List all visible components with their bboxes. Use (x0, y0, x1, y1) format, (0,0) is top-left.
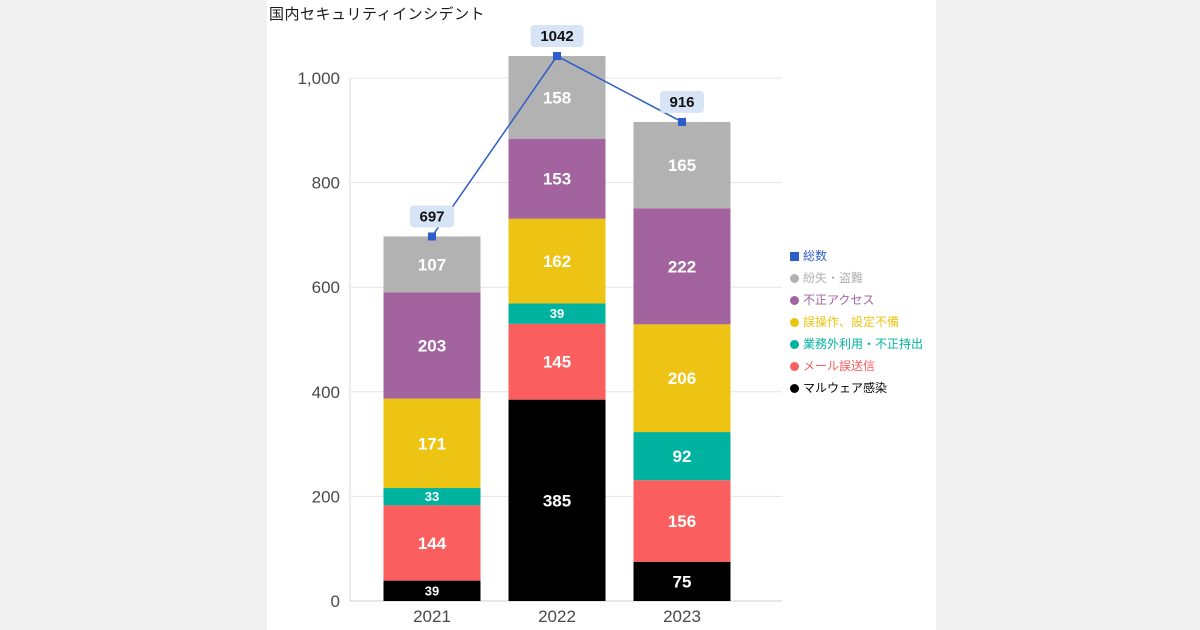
bar-segment[interactable] (633, 324, 731, 433)
bar-segment[interactable] (508, 303, 606, 324)
legend-label: マルウェア感染 (803, 381, 888, 395)
total-label-badge (410, 205, 454, 228)
legend: 総数紛失・盗難不正アクセス誤操作、設定不備業務外利用・不正持出 メール誤送信 マルウ… (790, 250, 923, 395)
bar-value-label: 222 (668, 257, 696, 276)
bar-value-label: 144 (418, 534, 447, 553)
y-tick-label: 200 (312, 487, 340, 506)
bar-segment[interactable] (508, 399, 606, 601)
legend-item[interactable]: マルウェア感染 (790, 382, 923, 395)
circle-marker-icon (790, 340, 799, 349)
bar-value-label: 39 (425, 583, 439, 598)
total-marker[interactable] (428, 232, 436, 241)
bar-segment[interactable] (633, 432, 731, 481)
bar-segment[interactable] (383, 236, 481, 293)
bar-value-label: 75 (673, 572, 692, 591)
x-tick-label: 2021 (413, 607, 451, 626)
bar-value-label: 158 (543, 88, 571, 107)
bar-segment[interactable] (508, 218, 606, 304)
total-label-badge (530, 25, 584, 48)
legend-item[interactable]: 総数 (790, 250, 923, 263)
bar-value-label: 153 (543, 170, 571, 189)
legend-item[interactable]: メール誤送信 (790, 360, 923, 373)
chart-title: 国内セキュリティインシデント (269, 6, 486, 23)
bar-value-label: 206 (668, 369, 696, 388)
y-tick-label: 1,000 (297, 69, 340, 88)
bar-value-label: 165 (668, 156, 696, 175)
y-tick-label: 400 (312, 383, 340, 402)
circle-marker-icon (790, 318, 799, 327)
total-label: 916 (669, 94, 694, 111)
y-tick-label: 600 (312, 278, 340, 297)
circle-marker-icon (790, 384, 799, 393)
y-tick-label: 800 (312, 174, 340, 193)
bar-value-label: 162 (543, 252, 571, 271)
y-tick-label: 0 (331, 592, 340, 611)
total-marker[interactable] (553, 52, 561, 61)
bar-value-label: 107 (418, 255, 446, 274)
bar-value-label: 156 (668, 512, 696, 531)
x-tick-label: 2023 (663, 607, 701, 626)
bar-segment[interactable] (633, 561, 731, 601)
bar-segment[interactable] (383, 488, 481, 506)
circle-marker-icon (790, 296, 799, 305)
circle-marker-icon (790, 362, 799, 371)
bar-value-label: 385 (543, 491, 571, 510)
bar-segment[interactable] (383, 292, 481, 399)
legend-item[interactable]: 誤操作、設定不備 (790, 316, 923, 329)
bar-segment[interactable] (383, 580, 481, 601)
legend-label: 紛失・盗難 (803, 271, 864, 285)
total-label: 1042 (540, 28, 573, 45)
circle-marker-icon (790, 274, 799, 283)
legend-label: 誤操作、設定不備 (803, 315, 900, 329)
bar-segment[interactable] (633, 121, 731, 209)
total-label-badge (660, 90, 704, 113)
bar-segment[interactable] (383, 398, 481, 489)
bar-segment[interactable] (508, 56, 606, 139)
legend-label: メール誤送信 (803, 359, 876, 373)
bar-value-label: 145 (543, 353, 571, 372)
bar-value-label: 39 (550, 306, 564, 321)
bar-segment[interactable] (633, 208, 731, 325)
legend-label: 不正アクセス (803, 293, 875, 307)
legend-item[interactable]: 紛失・盗難 (790, 272, 923, 285)
bar-value-label: 171 (418, 434, 446, 453)
bar-segment[interactable] (383, 505, 481, 581)
chart-svg: 0 200 400 600 800 1,000 39 144 33 171 203 107 2021 38… (297, 25, 782, 626)
total-label: 697 (419, 208, 444, 225)
bar-segment[interactable] (508, 323, 606, 400)
x-tick-label: 2022 (538, 607, 576, 626)
bar-value-label: 203 (418, 337, 446, 356)
bar-value-label: 33 (425, 489, 439, 504)
bar-segment[interactable] (508, 138, 606, 219)
legend-item[interactable]: 業務外利用・不正持出 (790, 338, 923, 351)
legend-item[interactable]: 不正アクセス (790, 294, 923, 307)
legend-label: 業務外利用・不正持出 (803, 337, 924, 351)
chart-card: 国内セキュリティインシデント 0 200 400 600 800 1,000 39 144 33… (267, 0, 936, 630)
square-marker-icon (790, 252, 799, 261)
bar-value-label: 92 (673, 447, 692, 466)
total-marker[interactable] (678, 117, 686, 126)
legend-label: 総数 (803, 249, 828, 263)
bar-segment[interactable] (633, 480, 731, 562)
